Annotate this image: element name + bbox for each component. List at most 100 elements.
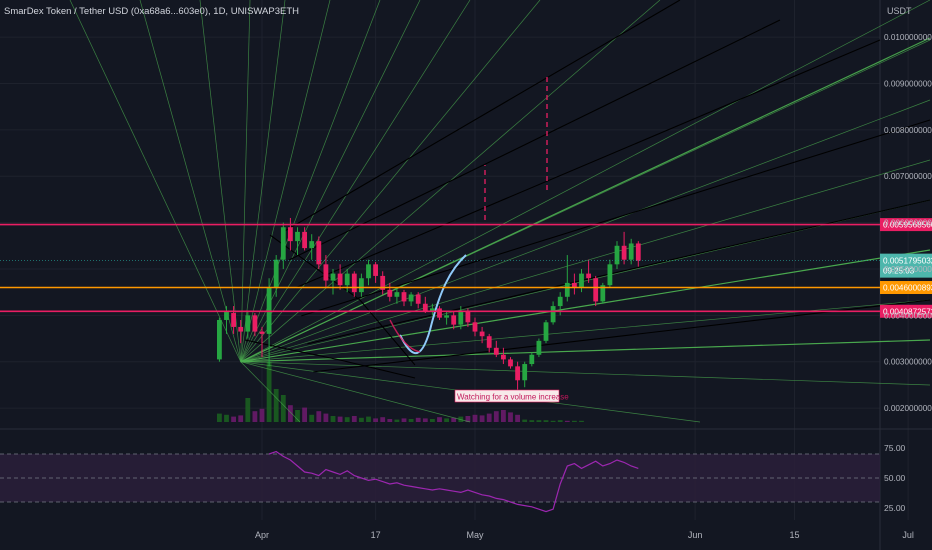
candle (430, 303, 435, 316)
candle-body (231, 313, 236, 327)
candle-body (579, 273, 584, 288)
price-tick-label: 0.0070000000 (884, 172, 932, 181)
candle (458, 306, 464, 330)
candle-body (451, 315, 457, 325)
volume-bar (217, 413, 222, 422)
volume-bar (536, 420, 542, 422)
time-tick-label: May (466, 530, 484, 540)
fan-line (69, 0, 242, 362)
candle-body (373, 264, 378, 276)
candle-body (628, 243, 634, 260)
time-tick-label: 15 (789, 530, 799, 540)
volume-bars (217, 362, 584, 422)
volume-bar (280, 395, 286, 422)
level-label: 0.0046000893 (883, 284, 932, 293)
fan-line (240, 299, 931, 363)
candle (508, 357, 513, 369)
horizontal-levels: 0.00595685660.00460008930.00408725720.00… (0, 218, 932, 318)
candle (273, 255, 279, 297)
candle-body (564, 282, 570, 297)
candle-body (557, 296, 563, 307)
candle-body (401, 292, 407, 302)
fan-line (240, 361, 301, 423)
time-tick-label: 17 (371, 530, 381, 540)
candle-body (501, 354, 506, 360)
candle-body (238, 326, 244, 332)
candle-body (380, 275, 386, 290)
candle-body (330, 273, 336, 281)
candle (451, 310, 457, 330)
candle-body (586, 273, 591, 279)
channel-line (289, 19, 781, 261)
candle-body (543, 322, 549, 341)
candle (422, 296, 428, 314)
candle (515, 361, 520, 390)
candle-body (472, 322, 478, 332)
volume-bar (543, 420, 549, 422)
candle (415, 292, 421, 309)
price-tick-label: 0.0020000000 (884, 404, 932, 413)
candle (628, 238, 634, 265)
volume-bar (579, 420, 584, 422)
price-tick-label: 0.0030000000 (884, 358, 932, 367)
price-tick-label: 0.0100000000 (884, 33, 932, 42)
volume-bar (529, 420, 535, 422)
fan-line (240, 361, 931, 386)
fan-line (240, 0, 931, 363)
candle (501, 347, 506, 365)
candle-body (536, 340, 542, 355)
candle (635, 241, 641, 267)
candle (288, 217, 293, 251)
candle (394, 287, 400, 304)
candle (586, 259, 591, 283)
price-tick-label: 0.0050000000 (884, 265, 932, 274)
candle-body (486, 336, 492, 348)
volume-bar (522, 419, 528, 422)
volume-bar (259, 408, 265, 422)
candle-body (245, 315, 251, 332)
candle (550, 301, 556, 325)
volume-bar (330, 416, 336, 422)
candle-body (302, 231, 307, 249)
candle-body (259, 331, 265, 334)
volume-bar (437, 417, 442, 422)
volume-bar (564, 420, 570, 422)
volume-bar (337, 416, 343, 422)
rsi-line (268, 450, 639, 513)
volume-bar (323, 413, 329, 422)
volume-bar (508, 412, 513, 422)
channel-line (244, 339, 416, 379)
fan-line (240, 0, 251, 362)
level-label: 0.0059568566 (883, 221, 932, 230)
volume-bar (501, 410, 506, 422)
channel-line (295, 39, 881, 289)
rsi-tick-label: 50.00 (884, 473, 906, 483)
rsi-band (0, 454, 880, 502)
volume-bar (273, 389, 279, 422)
candle (217, 317, 222, 362)
candle-body (529, 354, 535, 365)
level-label-bg (880, 218, 932, 232)
candle (486, 333, 492, 353)
candle (295, 227, 300, 256)
candle (593, 275, 599, 307)
candle (309, 234, 315, 260)
candle-body (572, 282, 577, 288)
volume-bar (401, 418, 407, 422)
curve-down (389, 319, 421, 353)
volume-bar (486, 413, 492, 422)
annotation-note: Watching for a volume increase (454, 389, 569, 403)
candle (316, 236, 322, 269)
volume-bar (316, 411, 322, 422)
fan-line (240, 99, 931, 363)
candle (472, 317, 478, 337)
candle-body (344, 273, 350, 286)
candle-body (621, 245, 627, 260)
volume-bar (550, 420, 556, 422)
candle-body (614, 245, 620, 265)
drawings (69, 0, 931, 423)
volume-bar (479, 415, 485, 422)
candle-body (458, 310, 464, 325)
candle-body (337, 273, 343, 286)
fan-line (199, 0, 242, 362)
